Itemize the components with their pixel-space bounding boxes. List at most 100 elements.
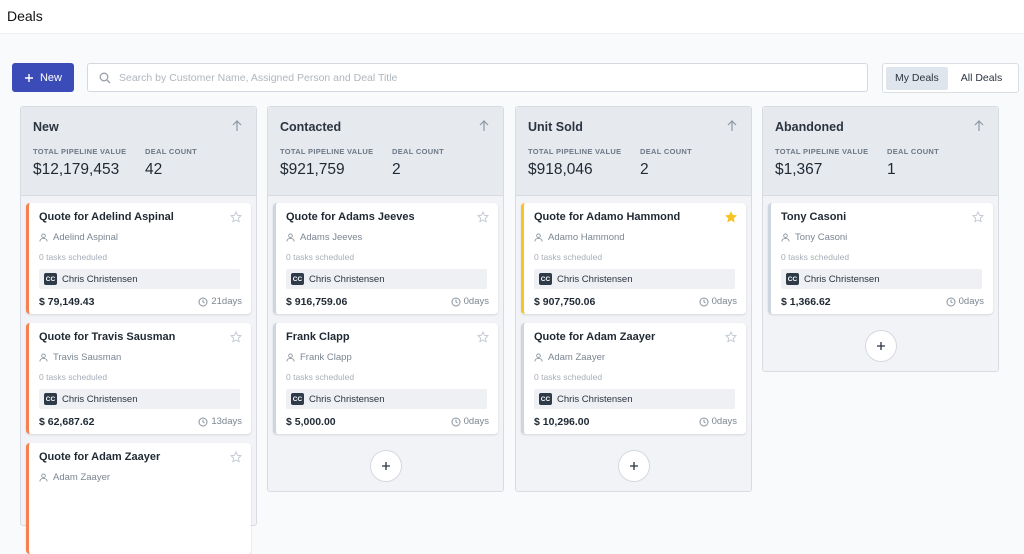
pipeline-label: TOTAL PIPELINE VALUE — [280, 147, 374, 156]
star-button[interactable] — [724, 330, 738, 348]
star-icon — [229, 331, 243, 343]
star-icon — [476, 331, 490, 343]
deal-card[interactable]: Quote for Travis Sausman Travis Sausman 0 … — [26, 323, 251, 434]
deal-age: 0days — [699, 296, 737, 307]
star-button[interactable] — [971, 210, 985, 228]
plus-icon — [24, 73, 33, 82]
star-button[interactable] — [476, 330, 490, 348]
deal-column: Abandoned TOTAL PIPELINE VALUE $1,367 DEAL … — [762, 106, 999, 372]
deal-age: 0days — [699, 416, 737, 427]
contact: Travis Sausman — [39, 352, 121, 363]
clock-icon — [451, 297, 461, 306]
clock-icon — [451, 417, 461, 426]
assignee-initials: CC — [291, 393, 304, 405]
star-icon — [971, 211, 985, 223]
tasks-scheduled: 0 tasks scheduled — [781, 252, 850, 262]
star-icon — [476, 211, 490, 223]
contact: Tony Casoni — [781, 232, 847, 243]
arrow-up-icon — [974, 120, 984, 131]
sort-button[interactable] — [478, 119, 490, 137]
count-label: DEAL COUNT — [392, 147, 445, 156]
deal-card[interactable]: Tony Casoni Tony Casoni 0 tasks scheduled C… — [768, 203, 993, 314]
column-title: Unit Sold — [528, 120, 583, 134]
deal-column: Unit Sold TOTAL PIPELINE VALUE $918,046 DEA… — [515, 106, 752, 492]
arrow-up-icon — [232, 120, 242, 131]
clock-icon — [198, 417, 208, 426]
deal-count: 42 — [145, 161, 163, 178]
deal-age: 0days — [451, 296, 489, 307]
assignee-chip: CC Chris Christensen — [39, 389, 240, 409]
deal-count: 1 — [887, 161, 896, 178]
deal-age-text: 0days — [711, 416, 737, 427]
plus-icon — [876, 342, 885, 350]
deal-age: 21days — [198, 296, 242, 307]
count-label: DEAL COUNT — [887, 147, 940, 156]
tasks-scheduled: 0 tasks scheduled — [286, 372, 355, 382]
pipeline-value: $921,759 — [280, 161, 345, 178]
sort-button[interactable] — [231, 119, 243, 137]
person-icon — [286, 353, 295, 362]
deal-card[interactable]: Frank Clapp Frank Clapp 0 tasks scheduled C… — [273, 323, 498, 434]
count-label: DEAL COUNT — [145, 147, 198, 156]
deal-card[interactable]: Quote for Adamo Hammond Adamo Hammond 0 ta… — [521, 203, 746, 314]
person-icon — [39, 233, 48, 242]
arrow-up-icon — [727, 120, 737, 131]
deal-amount: $ 916,759.06 — [286, 296, 348, 308]
deal-card[interactable]: Quote for Adam Zaayer Adam Zaayer — [26, 443, 251, 554]
card-title: Quote for Adam Zaayer — [39, 451, 161, 463]
plus-icon — [381, 462, 390, 470]
contact-name: Adam Zaayer — [548, 352, 606, 363]
deal-amount: $ 79,149.43 — [39, 296, 95, 308]
assignee-chip: CC Chris Christensen — [781, 269, 982, 289]
top-bar: Deals — [0, 0, 1024, 34]
assignee-initials: CC — [44, 273, 57, 285]
deal-count: 2 — [640, 161, 649, 178]
tasks-scheduled: 0 tasks scheduled — [534, 252, 603, 262]
deal-card[interactable]: Quote for Adams Jeeves Adams Jeeves 0 task… — [273, 203, 498, 314]
deal-card[interactable]: Quote for Adelind Aspinal Adelind Aspinal… — [26, 203, 251, 314]
star-button[interactable] — [229, 210, 243, 228]
star-button[interactable] — [724, 210, 738, 228]
star-button[interactable] — [476, 210, 490, 228]
assignee-name: Chris Christensen — [62, 393, 138, 405]
star-button[interactable] — [229, 450, 243, 468]
clock-icon — [699, 297, 709, 306]
person-icon — [39, 353, 48, 362]
person-icon — [781, 233, 790, 242]
clock-icon — [946, 297, 956, 306]
contact-name: Adam Zaayer — [53, 472, 111, 483]
arrow-up-icon — [479, 120, 489, 131]
contact: Frank Clapp — [286, 352, 352, 363]
tasks-scheduled: 0 tasks scheduled — [39, 372, 108, 382]
column-title: Abandoned — [775, 120, 844, 134]
contact-name: Adams Jeeves — [300, 232, 363, 243]
search-input[interactable]: Search by Customer Name, Assigned Person… — [87, 63, 868, 92]
deal-amount: $ 1,366.62 — [781, 296, 831, 308]
card-title: Tony Casoni — [781, 211, 847, 223]
assignee-chip: CC Chris Christensen — [534, 389, 735, 409]
assignee-initials: CC — [291, 273, 304, 285]
search-placeholder: Search by Customer Name, Assigned Person… — [119, 71, 398, 84]
deal-age-text: 13days — [211, 416, 242, 427]
tab[interactable]: My Deals — [886, 66, 948, 90]
sort-button[interactable] — [973, 119, 985, 137]
assignee-chip: CC Chris Christensen — [286, 389, 487, 409]
deal-age-text: 0days — [463, 416, 489, 427]
deal-age-text: 0days — [463, 296, 489, 307]
pipeline-label: TOTAL PIPELINE VALUE — [33, 147, 127, 156]
deal-card[interactable]: Quote for Adam Zaayer Adam Zaayer 0 tasks … — [521, 323, 746, 434]
tab[interactable]: All Deals — [960, 72, 1003, 84]
sort-button[interactable] — [726, 119, 738, 137]
deal-column: Contacted TOTAL PIPELINE VALUE $921,759 DEA… — [267, 106, 504, 492]
column-title: Contacted — [280, 120, 342, 134]
add-deal-button[interactable] — [369, 450, 402, 482]
column-header: New TOTAL PIPELINE VALUE $12,179,453 DEAL C… — [21, 107, 256, 196]
star-button[interactable] — [229, 330, 243, 348]
new-button[interactable]: New — [12, 63, 74, 92]
star-icon — [229, 211, 243, 223]
deal-age-text: 21days — [211, 296, 242, 307]
card-title: Quote for Travis Sausman — [39, 331, 176, 343]
add-deal-button[interactable] — [617, 450, 650, 482]
add-deal-button[interactable] — [864, 330, 897, 362]
